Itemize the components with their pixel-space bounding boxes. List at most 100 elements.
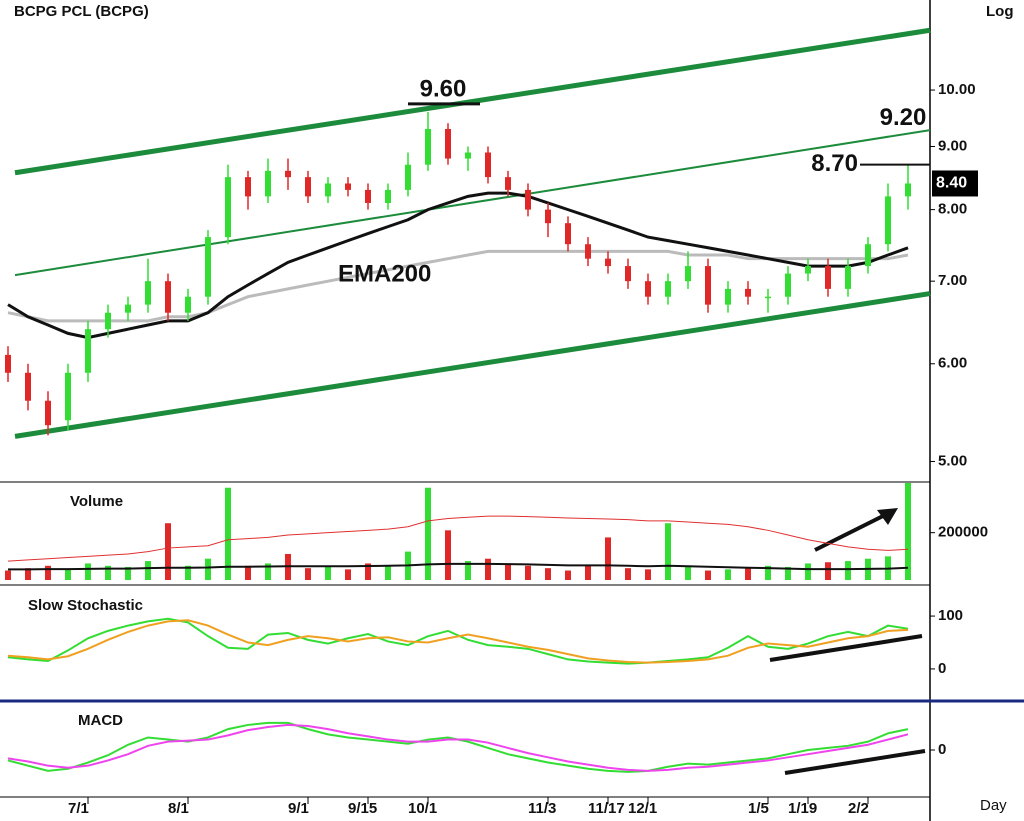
- stochastic-trendline: [769, 634, 923, 662]
- candle-body: [45, 400, 51, 426]
- candle-body: [785, 273, 791, 297]
- volume-bar: [525, 565, 531, 580]
- candle-body: [625, 266, 631, 282]
- volume-bar: [205, 558, 211, 580]
- x-tick-label: 7/1: [68, 800, 89, 817]
- series-line: [7, 619, 909, 664]
- volume-bar: [585, 565, 591, 580]
- volume-bar: [465, 561, 471, 580]
- channel-line: [14, 291, 931, 439]
- volume-bar: [265, 563, 271, 580]
- annotation: 9.60: [420, 75, 467, 102]
- last-price-label: 8.40: [936, 175, 967, 192]
- candle-body: [525, 189, 531, 210]
- panel-title: Slow Stochastic: [28, 597, 143, 614]
- candle-body: [665, 281, 671, 297]
- volume-bar: [545, 568, 551, 580]
- candle-body: [265, 170, 271, 197]
- volume-bar: [565, 570, 571, 580]
- candle-body: [845, 266, 851, 289]
- candle-body: [225, 177, 231, 238]
- candle-body: [765, 296, 771, 299]
- x-tick-label: 11/17: [588, 800, 625, 817]
- channel-line: [14, 129, 931, 277]
- x-tick-label: 9/1: [288, 800, 309, 817]
- scale-label: Log: [986, 3, 1014, 20]
- candle-body: [405, 164, 411, 190]
- x-tick-label: 9/15: [348, 800, 377, 817]
- volume-bar: [5, 570, 11, 580]
- candle-body: [585, 244, 591, 259]
- volume-bar: [185, 565, 191, 580]
- y-tick-label: 0: [938, 741, 946, 758]
- volume-bar: [305, 568, 311, 580]
- arrow-head: [877, 508, 898, 525]
- volume-bar: [505, 563, 511, 580]
- candle-body: [5, 354, 11, 373]
- volume-bar: [645, 569, 651, 580]
- candle-body: [545, 209, 551, 224]
- candle-body: [425, 128, 431, 165]
- candle-body: [685, 266, 691, 282]
- volume-bar: [45, 565, 51, 580]
- panel-title: Volume: [70, 493, 123, 510]
- volume-bar: [485, 558, 491, 580]
- volume-bar: [165, 523, 171, 580]
- volume-bar: [605, 537, 611, 580]
- candle-body: [345, 183, 351, 190]
- channel-line: [14, 27, 931, 176]
- x-tick-label: 10/1: [408, 800, 437, 817]
- last-price-box: [932, 170, 978, 197]
- volume-bar: [725, 569, 731, 580]
- x-tick-label: 1/19: [788, 800, 817, 817]
- candle-body: [245, 177, 251, 197]
- candle-body: [825, 266, 831, 289]
- candle-body: [285, 170, 291, 178]
- candle-body: [105, 312, 111, 330]
- y-tick-label: 10.00: [938, 81, 976, 98]
- candle-body: [885, 196, 891, 245]
- series-line: [7, 191, 909, 340]
- volume-bar: [365, 563, 371, 580]
- macd-trendline: [784, 749, 926, 775]
- volume-bar: [225, 487, 231, 580]
- volume-bar: [905, 483, 911, 580]
- candle-body: [325, 183, 331, 197]
- series-line: [7, 617, 909, 665]
- candle-body: [85, 329, 91, 373]
- volume-bar: [825, 562, 831, 580]
- candle-body: [445, 128, 451, 159]
- x-tick-label: 8/1: [168, 800, 189, 817]
- candle-body: [205, 237, 211, 297]
- volume-bar: [345, 569, 351, 580]
- candle-body: [165, 281, 171, 313]
- volume-bar: [685, 565, 691, 580]
- volume-bar: [805, 563, 811, 580]
- y-tick-label: 100: [938, 607, 963, 624]
- volume-bar: [665, 523, 671, 580]
- annotation: 9.20: [880, 104, 927, 131]
- volume-bar: [625, 568, 631, 580]
- volume-bar: [85, 563, 91, 580]
- candle-body: [125, 304, 131, 313]
- series-line: [7, 515, 909, 562]
- candle-body: [185, 296, 191, 313]
- candle-body: [465, 152, 471, 159]
- volume-bar: [325, 565, 331, 580]
- candle-body: [645, 281, 651, 297]
- chart-title: BCPG PCL (BCPG): [14, 3, 149, 20]
- candle-body: [505, 177, 511, 190]
- volume-bar: [765, 565, 771, 580]
- y-tick-label: 6.00: [938, 355, 967, 372]
- candle-body: [745, 288, 751, 297]
- trend-annotations: [769, 508, 926, 775]
- volume-bar: [845, 561, 851, 580]
- volume-bar: [745, 568, 751, 580]
- candle-body: [305, 177, 311, 197]
- volume-bar: [245, 565, 251, 580]
- volume-arrow: [814, 513, 886, 552]
- annotation: 8.70: [811, 150, 858, 177]
